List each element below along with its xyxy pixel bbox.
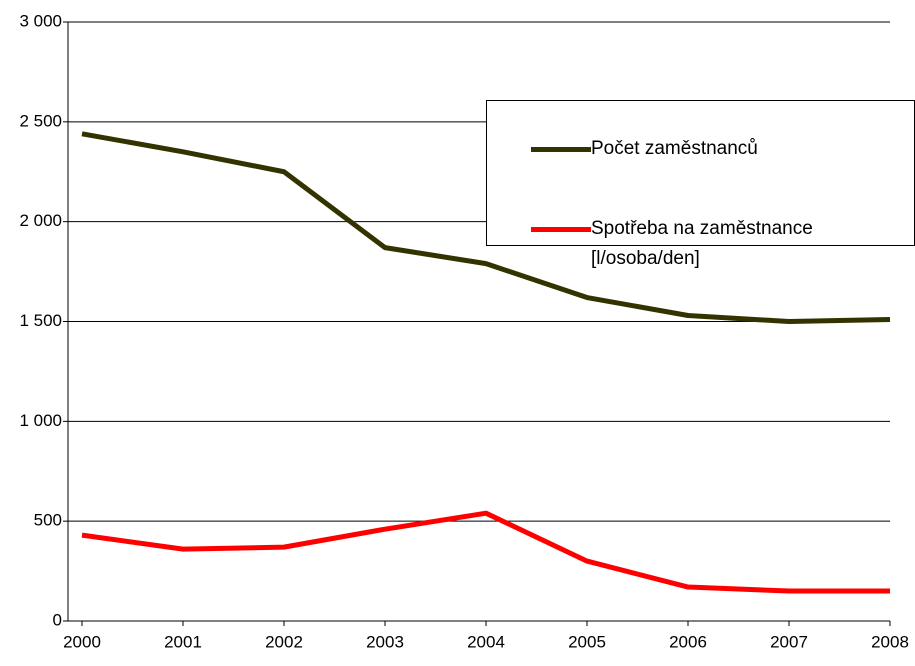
series-line [81,131,891,324]
x-tick-label: 2000 [63,632,101,651]
y-tick-label: 0 [53,610,62,629]
legend-label: Počet zaměstnanců [591,138,758,159]
x-tick-label: 2003 [366,632,404,651]
x-tick-label: 2007 [770,632,808,651]
y-tick-label: 1 000 [19,411,62,430]
legend-label: Spotřeba na zaměstnance [l/osoba/den] [591,218,813,269]
x-tick-label: 2004 [467,632,505,651]
y-tick-label: 2 000 [19,211,62,230]
legend-swatch [531,147,591,152]
x-tick-label: 2001 [164,632,202,651]
legend: Počet zaměstnanců Spotřeba na zaměstnance… [486,100,915,269]
legend-entry: Počet zaměstnanců [531,137,758,164]
y-tick-label: 500 [34,511,62,530]
x-tick-label: 2002 [265,632,303,651]
legend-entry: Spotřeba na zaměstnance [l/osoba/den] [531,217,891,274]
x-tick-label: 2008 [871,632,909,651]
legend-swatch [531,227,591,232]
series-line [81,510,890,594]
y-tick-label: 1 500 [19,311,62,330]
y-tick-label: 3 000 [19,11,62,30]
y-tick-label: 2 500 [19,111,62,130]
x-tick-label: 2006 [669,632,707,651]
x-tick-label: 2005 [568,632,606,651]
